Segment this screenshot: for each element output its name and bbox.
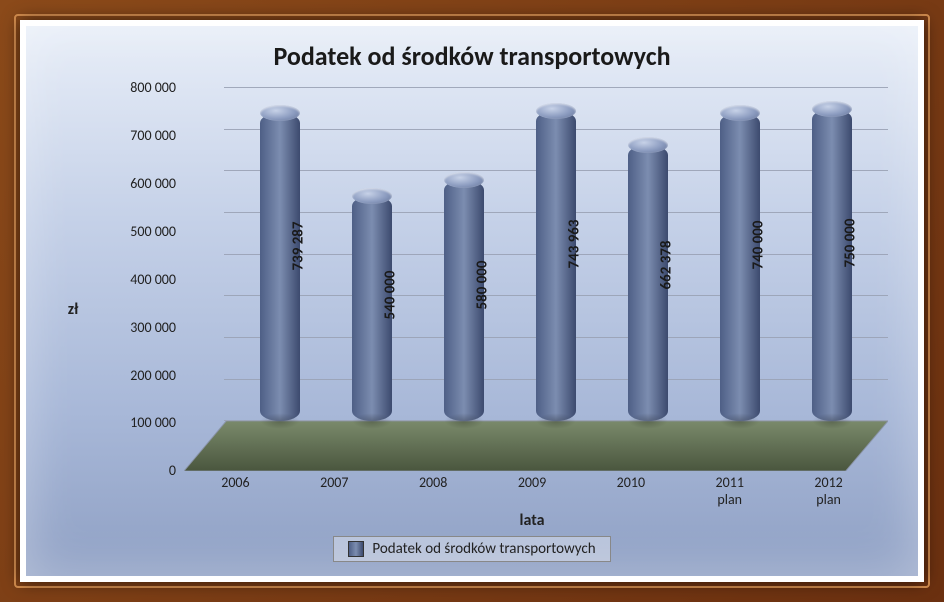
- bar: 750 000: [812, 109, 852, 422]
- bar: 580 000: [444, 180, 484, 422]
- bar-slot: 662 378: [602, 88, 694, 421]
- x-tick: 2009: [483, 475, 582, 509]
- x-tick: 2007: [285, 475, 384, 509]
- bar: 740 000: [720, 113, 760, 421]
- bar-value-label: 750 000: [842, 218, 860, 267]
- bar: 739 287: [260, 113, 300, 421]
- x-tick: 2011 plan: [680, 475, 779, 509]
- bar-slot: 739 287: [234, 88, 326, 421]
- legend-swatch: [348, 541, 364, 557]
- legend-label: Podatek od środków transportowych: [372, 540, 595, 558]
- plot: 0100 000200 000300 000400 000500 000600 …: [94, 88, 888, 471]
- legend: Podatek od środków transportowych: [333, 536, 610, 562]
- bar-top-ellipse: [812, 101, 852, 117]
- bar-value-label: 580 000: [474, 261, 492, 310]
- x-tick: 2012 plan: [779, 475, 878, 509]
- plot-wrap: 0100 000200 000300 000400 000500 000600 …: [94, 88, 888, 530]
- x-axis-title: lata: [176, 511, 888, 530]
- bar: 662 378: [628, 145, 668, 421]
- bar-value-label: 662 378: [658, 240, 676, 289]
- x-tick: 2008: [384, 475, 483, 509]
- bar-slot: 580 000: [418, 88, 510, 421]
- bars-layer: 739 287 540 000 580 000 743 963 662 378 740 0…: [224, 88, 888, 421]
- y-ticks: 0100 000200 000300 000400 000500 000600 …: [94, 88, 184, 471]
- y-axis-title: zł: [56, 88, 90, 530]
- bar-top-ellipse: [720, 105, 760, 121]
- bar-value-label: 743 963: [566, 220, 584, 269]
- x-tick: 2010: [581, 475, 680, 509]
- plot-3d: 739 287 540 000 580 000 743 963 662 378 740 0…: [184, 88, 888, 471]
- chart-panel: Podatek od środków transportowych zł 010…: [20, 20, 924, 582]
- x-tick: 2006: [186, 475, 285, 509]
- bar-slot: 750 000: [786, 88, 878, 421]
- bar-top-ellipse: [444, 172, 484, 188]
- bar: 540 000: [352, 196, 392, 421]
- bar-slot: 540 000: [326, 88, 418, 421]
- bar-value-label: 740 000: [750, 221, 768, 270]
- bar-slot: 740 000: [694, 88, 786, 421]
- bar-slot: 743 963: [510, 88, 602, 421]
- bar-value-label: 739 287: [290, 221, 308, 270]
- bar-value-label: 540 000: [382, 271, 400, 320]
- chart-title: Podatek od środków transportowych: [56, 40, 888, 72]
- floor: [184, 421, 888, 471]
- bar: 743 963: [536, 111, 576, 421]
- x-ticks: 200620072008200920102011 plan2012 plan: [176, 471, 888, 509]
- chart-area: zł 0100 000200 000300 000400 000500 0006…: [56, 88, 888, 530]
- chart-outer-frame: Podatek od środków transportowych zł 010…: [0, 0, 944, 602]
